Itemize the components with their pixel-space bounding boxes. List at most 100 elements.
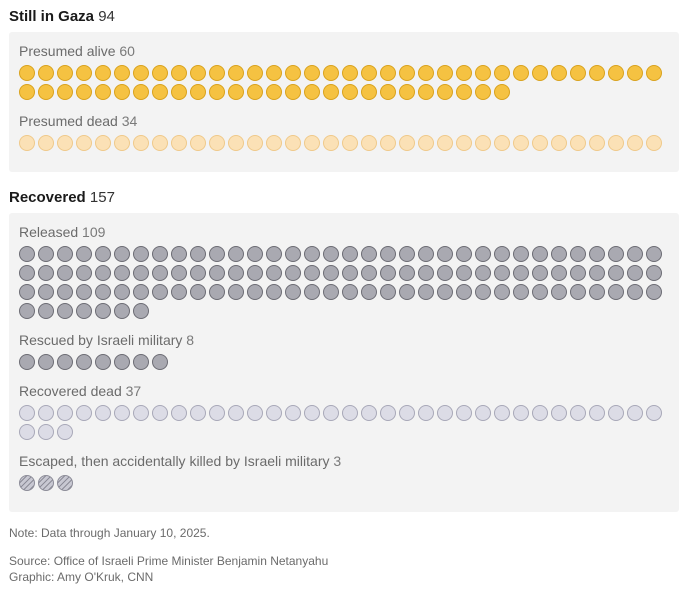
unit-dot <box>19 65 35 81</box>
unit-dot <box>399 84 415 100</box>
unit-dot <box>19 284 35 300</box>
unit-dot <box>19 405 35 421</box>
unit-dot <box>247 405 263 421</box>
unit-dot <box>437 405 453 421</box>
unit-dot <box>57 303 73 319</box>
unit-dot <box>285 135 301 151</box>
unit-dot <box>513 405 529 421</box>
section-heading-recovered: Recovered 157 <box>9 189 115 207</box>
unit-dot <box>133 246 149 262</box>
unit-dot <box>456 84 472 100</box>
unit-dot <box>76 303 92 319</box>
unit-dot <box>171 65 187 81</box>
unit-dot <box>361 405 377 421</box>
group-name: Released <box>19 224 79 240</box>
unit-dot <box>532 284 548 300</box>
unit-dot <box>513 65 529 81</box>
unit-dot <box>247 84 263 100</box>
unit-dot <box>152 84 168 100</box>
unit-dot <box>57 265 73 281</box>
unit-dot <box>285 265 301 281</box>
unit-dot <box>133 135 149 151</box>
unit-dot <box>380 246 396 262</box>
unit-dot <box>494 265 510 281</box>
unit-dot <box>95 303 111 319</box>
unit-dot <box>570 135 586 151</box>
unit-dot <box>551 284 567 300</box>
unit-dot <box>76 246 92 262</box>
unit-dot <box>532 65 548 81</box>
unit-dot <box>399 135 415 151</box>
unit-dot <box>209 405 225 421</box>
unit-dot <box>608 246 624 262</box>
unit-dot <box>228 265 244 281</box>
unit-dot <box>190 246 206 262</box>
unit-dot <box>38 475 54 491</box>
unit-dot <box>247 135 263 151</box>
unit-dot <box>475 135 491 151</box>
unit-dot <box>646 246 662 262</box>
unit-dot <box>342 405 358 421</box>
unit-dot <box>57 424 73 440</box>
unit-dot <box>190 265 206 281</box>
group-label-presumed-alive: Presumed alive 60 <box>19 43 135 59</box>
unit-dot <box>532 246 548 262</box>
unit-dot <box>551 405 567 421</box>
unit-dot <box>380 84 396 100</box>
unit-dot <box>95 354 111 370</box>
group-name: Rescued by Israeli military <box>19 332 183 348</box>
unit-dot <box>171 135 187 151</box>
unit-dot <box>456 265 472 281</box>
unit-dot <box>304 405 320 421</box>
unit-dot <box>399 284 415 300</box>
unit-dot <box>171 284 187 300</box>
section-title: Still in Gaza <box>9 8 95 25</box>
unit-dot <box>418 135 434 151</box>
unit-dot <box>114 65 130 81</box>
unit-dot <box>76 84 92 100</box>
unit-dot <box>133 84 149 100</box>
unit-dot <box>228 84 244 100</box>
unit-dot <box>513 265 529 281</box>
group-count: 8 <box>186 332 195 348</box>
unit-dot <box>304 65 320 81</box>
unit-dot <box>76 284 92 300</box>
unit-dot <box>57 405 73 421</box>
unit-dot <box>627 265 643 281</box>
unit-dot <box>190 284 206 300</box>
unit-dot <box>19 246 35 262</box>
unit-dot <box>133 405 149 421</box>
unit-dot <box>323 65 339 81</box>
unit-dot <box>494 135 510 151</box>
unit-dot <box>209 84 225 100</box>
unit-dot <box>589 65 605 81</box>
unit-dot <box>95 135 111 151</box>
unit-dot <box>133 284 149 300</box>
unit-dot <box>95 265 111 281</box>
unit-dot <box>361 65 377 81</box>
unit-dot <box>304 265 320 281</box>
unit-dot <box>646 265 662 281</box>
unit-dot <box>646 284 662 300</box>
unit-dot <box>437 65 453 81</box>
unit-dot <box>228 135 244 151</box>
panel-still-in-gaza: Presumed alive 60 Presumed dead 34 <box>9 32 679 172</box>
unit-dot <box>399 265 415 281</box>
unit-dot <box>380 65 396 81</box>
unit-dot <box>209 284 225 300</box>
unit-dot <box>418 84 434 100</box>
unit-dot <box>76 65 92 81</box>
unit-dot <box>494 84 510 100</box>
unit-dot <box>342 246 358 262</box>
unit-dot <box>76 354 92 370</box>
unit-dot <box>399 65 415 81</box>
unit-dot <box>399 246 415 262</box>
group-name: Presumed dead <box>19 113 118 129</box>
unit-dot <box>38 424 54 440</box>
unit-dot <box>627 65 643 81</box>
unit-dot <box>627 284 643 300</box>
unit-dot <box>247 284 263 300</box>
unit-dot <box>342 135 358 151</box>
group-label-recovered-dead: Recovered dead 37 <box>19 383 141 399</box>
group-label-released: Released 109 <box>19 224 105 240</box>
